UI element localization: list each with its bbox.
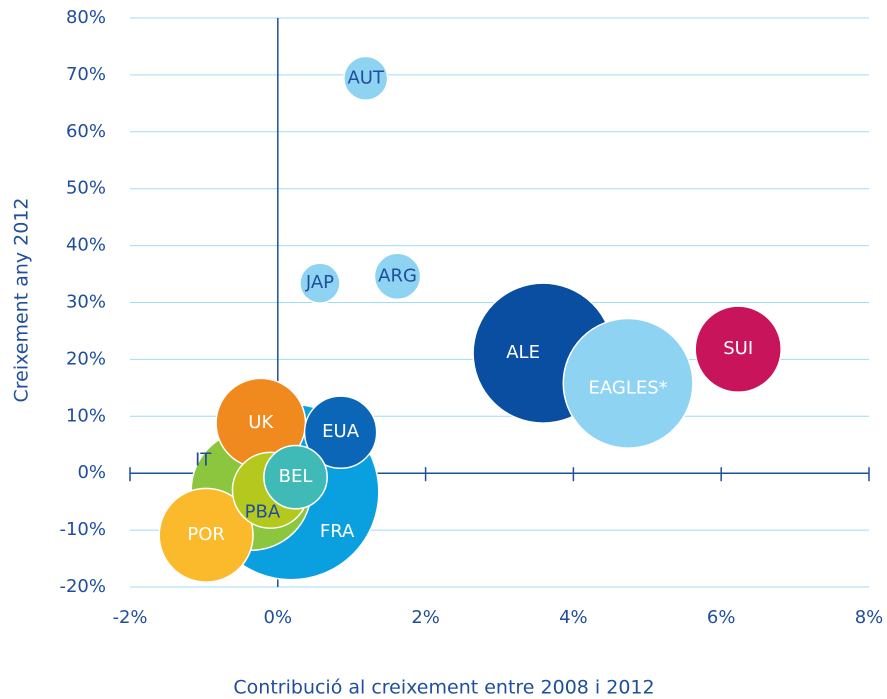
x-tick-label: 8% xyxy=(855,607,884,628)
y-axis-title: Creixement any 2012 xyxy=(11,197,33,402)
bubble xyxy=(158,487,254,583)
bubble xyxy=(263,444,328,510)
bubble xyxy=(694,305,782,393)
bubble-label: IT xyxy=(195,449,212,470)
bubble xyxy=(299,262,341,304)
x-tick-label: 4% xyxy=(559,607,588,628)
y-tick-label: 10% xyxy=(66,405,106,426)
bubble xyxy=(303,395,378,470)
x-axis-title: Contribució al creixement entre 2008 i 2… xyxy=(233,677,654,699)
bubble-label: AUT xyxy=(347,67,384,88)
x-tick-label: 2% xyxy=(411,607,440,628)
x-tick-label: -2% xyxy=(112,607,147,628)
y-tick-label: 0% xyxy=(77,462,106,483)
x-tick-label: 6% xyxy=(707,607,736,628)
y-tick-label: 50% xyxy=(66,178,106,199)
y-tick-label: 70% xyxy=(66,64,106,85)
y-tick-label: 80% xyxy=(66,7,106,28)
y-tick-label: 40% xyxy=(66,235,106,256)
bubble xyxy=(343,55,389,101)
y-tick-label: -10% xyxy=(59,519,106,540)
bubble-label: JAP xyxy=(305,272,334,293)
bubble-label: ARG xyxy=(378,265,417,286)
bubble-label: EUA xyxy=(322,421,360,442)
bubble xyxy=(373,252,422,301)
y-tick-label: 30% xyxy=(66,292,106,313)
bubble xyxy=(562,317,694,449)
bubble-label: SUI xyxy=(723,338,753,359)
bubble-label: FRA xyxy=(320,521,355,542)
y-tick-label: -20% xyxy=(59,576,106,597)
bubble-label: UK xyxy=(248,412,274,433)
y-tick-label: 20% xyxy=(66,348,106,369)
bubble-label: BEL xyxy=(279,466,313,487)
bubble-label: EAGLES* xyxy=(589,377,668,398)
bubble-label: ALE xyxy=(506,342,540,363)
y-tick-label: 60% xyxy=(66,121,106,142)
x-tick-label: 0% xyxy=(264,607,293,628)
bubble-label: PBA xyxy=(245,501,281,522)
bubble-label: POR xyxy=(187,524,225,545)
